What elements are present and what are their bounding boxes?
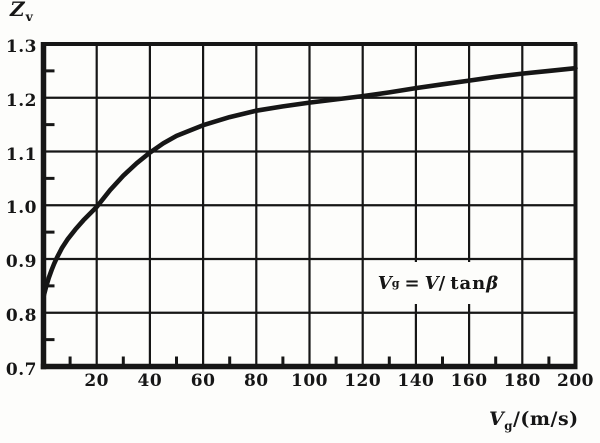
x-tick-label: 100 <box>291 371 328 391</box>
x-tick-label: 20 <box>84 371 110 391</box>
y-axis-symbol-base: Z <box>10 0 26 21</box>
x-axis-title-units: /(m/s) <box>512 408 579 430</box>
y-tick-label: 0.9 <box>5 252 37 272</box>
x-tick-label: 200 <box>557 371 594 391</box>
formula-slash: / <box>438 272 446 294</box>
zv-curve <box>41 65 578 299</box>
y-tick-label: 1.0 <box>5 198 37 219</box>
x-axis-title-subscript: g <box>504 418 513 433</box>
y-tick-label: 1.1 <box>5 144 37 165</box>
formula-lhs-subscript: g <box>391 276 400 290</box>
x-tick-label: 60 <box>190 371 216 391</box>
x-tick-label: 80 <box>243 371 269 391</box>
x-tick-label: 160 <box>450 371 488 391</box>
formula-lhs: V <box>377 272 392 294</box>
y-tick-label: 0.7 <box>5 359 37 380</box>
x-tick-label: 140 <box>397 371 435 391</box>
formula-tan: tan <box>450 272 487 294</box>
formula-equals: = <box>404 272 420 294</box>
y-tick-label: 0.8 <box>5 305 37 326</box>
y-axis-symbol-subscript: v <box>25 9 34 24</box>
x-tick-label: 120 <box>344 371 382 391</box>
x-tick-label: 40 <box>137 371 163 391</box>
x-tick-label: 180 <box>503 371 541 391</box>
y-axis-symbol: Zv <box>10 0 34 24</box>
formula-beta: β <box>486 272 499 294</box>
y-tick-label: 1.2 <box>5 90 37 111</box>
y-tick-label: 1.3 <box>5 37 37 57</box>
x-axis-title: Vg/(m/s) <box>489 408 579 433</box>
x-axis-title-base: V <box>489 408 505 430</box>
formula-rhs-v: V <box>424 272 439 294</box>
